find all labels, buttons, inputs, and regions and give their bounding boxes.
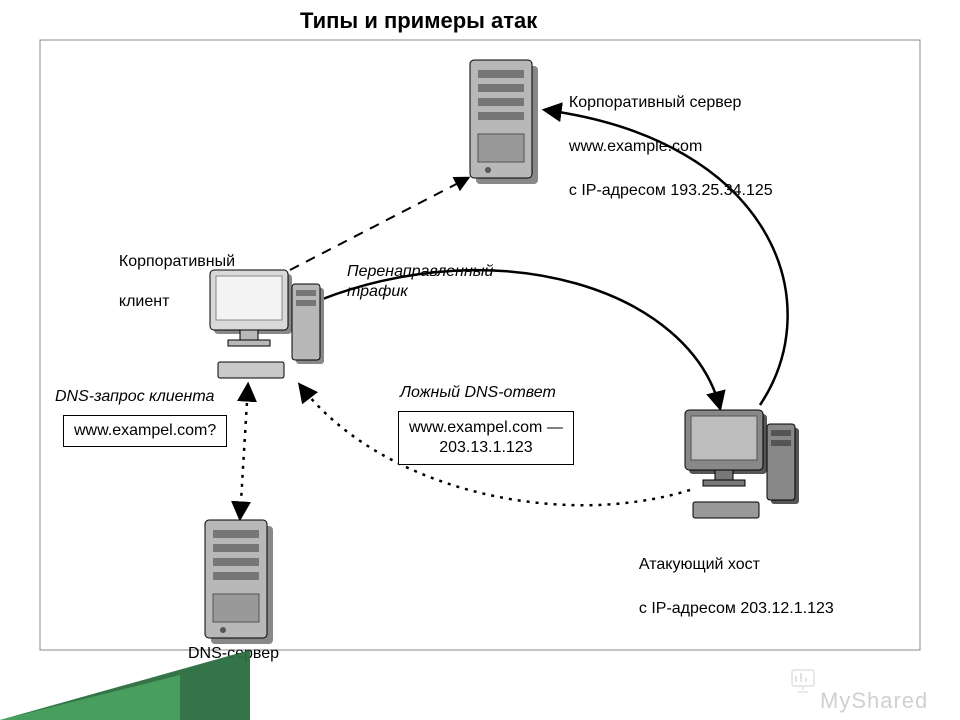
accent-triangle-light (0, 675, 180, 720)
corp-server-icon (470, 60, 538, 184)
corp-server-label: Корпоративный сервер www.example.com с I… (560, 70, 773, 202)
watermark-icon (792, 670, 814, 692)
dns-query-box: www.exampel.com? (63, 415, 227, 447)
fake-dns-reply-label: Ложный DNS-ответ (400, 384, 556, 402)
edge-client-to-dns (240, 385, 248, 518)
attacker-pc-icon (685, 410, 799, 518)
client-label: Корпоративный клиент (110, 232, 235, 312)
dns-server-icon (205, 520, 273, 644)
dns-query-label: DNS-запрос клиента (55, 388, 214, 406)
fake-reply-box: www.exampel.com — 203.13.1.123 (398, 411, 574, 465)
edge-client-to-corp (290, 178, 468, 270)
redirected-traffic-label: Перенаправленный трафик (347, 262, 493, 302)
attacker-label: Атакующий хост с IP-адресом 203.12.1.123 (630, 532, 834, 620)
watermark-text: MyShared (820, 688, 928, 714)
